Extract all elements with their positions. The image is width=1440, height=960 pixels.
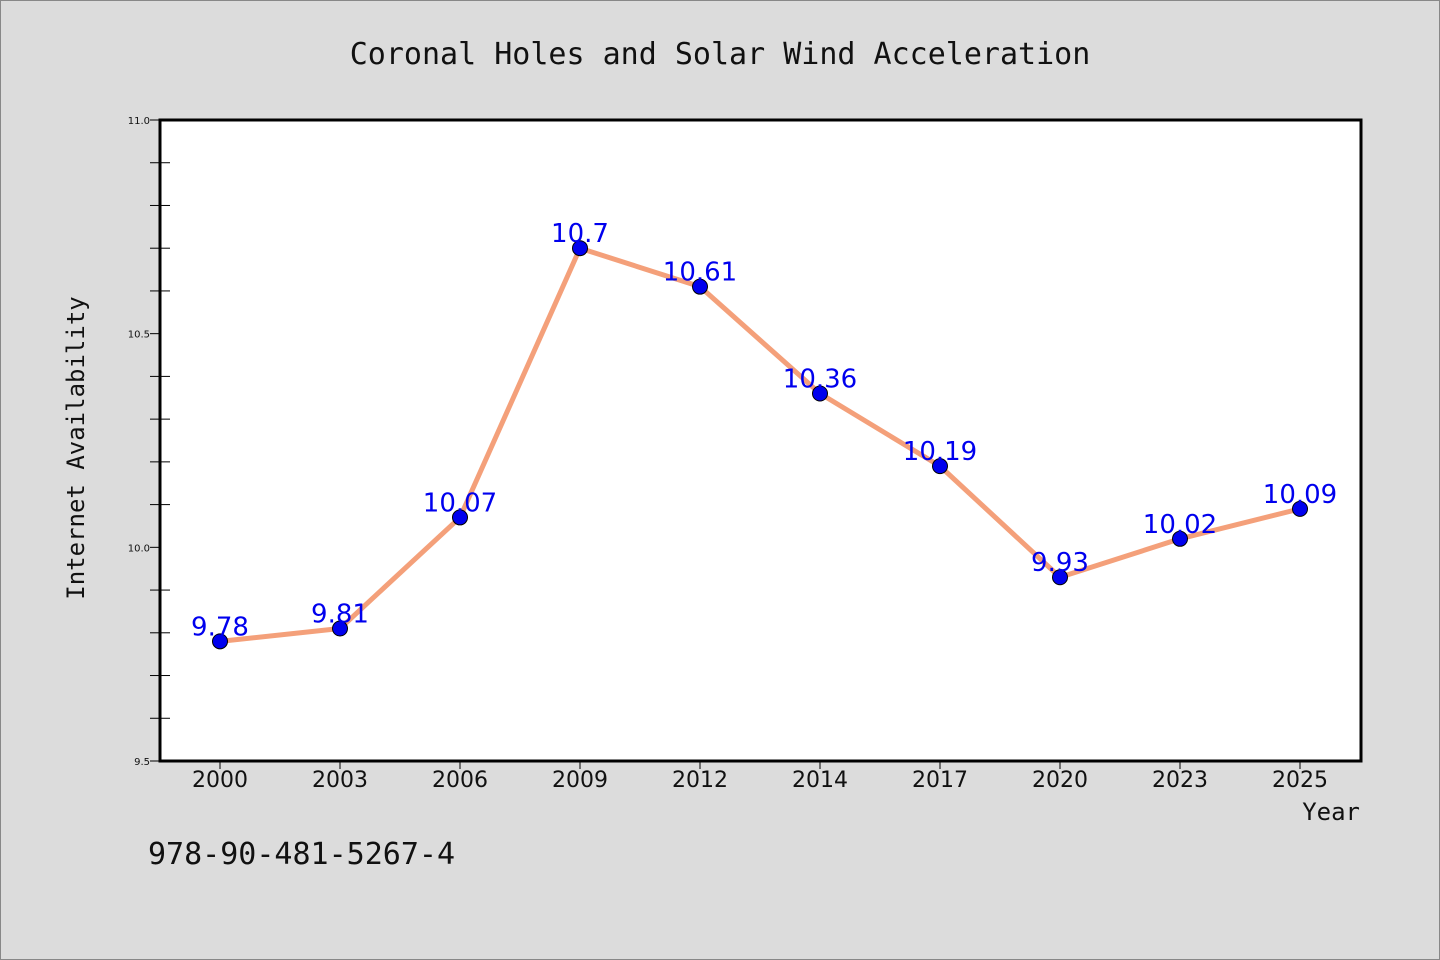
plot-area: [158, 118, 1363, 763]
y-tick-label: 10.0: [128, 543, 150, 554]
series-polyline: [217, 245, 1303, 644]
data-label: 9.93: [1031, 548, 1089, 578]
data-label: 10.61: [663, 258, 737, 288]
data-point: [1172, 530, 1188, 547]
x-tick-label: 2000: [192, 768, 248, 793]
x-tick-label: 2012: [672, 768, 728, 793]
data-label: 10.36: [783, 364, 857, 394]
data-label: 9.78: [191, 612, 249, 642]
x-axis-label: Year: [1302, 798, 1360, 826]
data-point: [932, 458, 948, 475]
data-label: 10.09: [1263, 480, 1337, 510]
x-tick-label: 2023: [1152, 768, 1208, 793]
y-axis-ticks: 9.5 10.0 10.5 11.0: [128, 116, 170, 768]
data-label: 10.07: [423, 488, 497, 518]
data-point: [1292, 500, 1308, 517]
x-tick-label: 2003: [312, 768, 368, 793]
data-point: [332, 620, 348, 637]
data-point: [692, 278, 708, 295]
x-tick-label: 2025: [1272, 768, 1328, 793]
data-point: [452, 509, 468, 526]
x-tick-label: 2009: [552, 768, 608, 793]
data-label: 10.02: [1143, 510, 1217, 540]
data-point: [1052, 569, 1068, 586]
x-axis-ticks: 2000 2003 2006 2009 2012 2014 2017 2020 2023 2025: [192, 761, 1328, 793]
y-tick-label: 10.5: [128, 330, 150, 341]
data-point: [212, 633, 228, 650]
y-axis-label: Internet Availability: [62, 296, 90, 599]
x-tick-label: 2017: [912, 768, 968, 793]
x-tick-label: 2014: [792, 768, 848, 793]
isbn-number: 978-90-481-5267-4: [148, 837, 455, 872]
chart-title: Coronal Holes and Solar Wind Acceleratio…: [350, 37, 1091, 72]
y-tick-label: 11.0: [128, 116, 150, 127]
series-markers: [212, 240, 1308, 650]
data-point: [572, 240, 588, 257]
x-tick-label: 2006: [432, 768, 488, 793]
data-label: 9.81: [311, 600, 369, 630]
x-tick-label: 2020: [1032, 768, 1088, 793]
data-point: [812, 385, 828, 402]
data-label: 10.19: [903, 437, 977, 467]
y-tick-label: 9.5: [134, 757, 150, 768]
data-label: 10.7: [551, 219, 609, 249]
series-line: [217, 245, 1303, 644]
data-labels: 9.78 9.81 10.07 10.7 10.61 10.36 10.19 9.93 10.0…: [191, 219, 1337, 642]
